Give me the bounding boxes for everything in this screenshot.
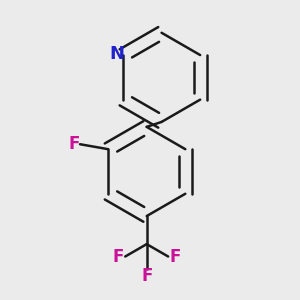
Text: F: F xyxy=(169,248,180,266)
Text: F: F xyxy=(68,135,80,153)
Text: F: F xyxy=(141,267,152,285)
Text: N: N xyxy=(110,45,124,63)
Text: F: F xyxy=(113,248,124,266)
